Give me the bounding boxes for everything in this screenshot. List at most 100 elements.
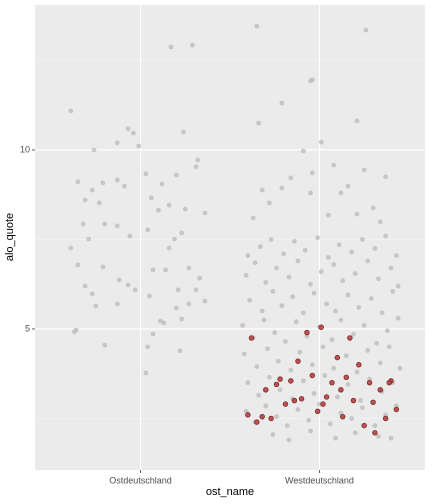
point <box>383 174 389 180</box>
point <box>298 396 305 402</box>
point <box>320 344 326 350</box>
point <box>370 399 376 406</box>
point <box>263 403 269 409</box>
point <box>114 177 120 183</box>
point <box>252 260 258 266</box>
point <box>302 247 308 253</box>
point <box>186 301 192 307</box>
x-tick-label: Ostdeutschland <box>109 475 172 485</box>
point <box>254 419 260 425</box>
point <box>379 310 385 316</box>
point <box>372 430 378 436</box>
point <box>300 310 306 316</box>
point <box>114 301 120 307</box>
x-axis-title: ost_name <box>206 486 254 498</box>
point <box>386 379 392 386</box>
point <box>172 236 177 242</box>
point <box>315 235 321 241</box>
point <box>361 422 367 429</box>
point <box>159 181 165 187</box>
point <box>143 370 149 376</box>
point <box>182 206 188 212</box>
point <box>347 335 353 341</box>
point <box>91 147 97 153</box>
point <box>97 200 102 206</box>
axes: 5 10 Ostdeutschland Westdeutschland <box>20 144 354 485</box>
point <box>318 324 324 330</box>
point <box>166 202 172 208</box>
point <box>177 348 183 354</box>
point <box>377 387 383 393</box>
point <box>202 298 208 304</box>
point <box>259 308 265 314</box>
point <box>89 187 95 193</box>
point <box>261 317 267 323</box>
point <box>82 197 88 203</box>
point <box>338 317 344 323</box>
point <box>345 292 351 298</box>
point <box>132 287 138 293</box>
point <box>325 254 331 260</box>
points <box>68 23 403 443</box>
y-axis-title: alo_quote <box>4 213 16 261</box>
point <box>376 276 381 282</box>
point <box>358 398 363 403</box>
point <box>293 319 299 325</box>
point <box>383 233 389 239</box>
point <box>193 164 199 170</box>
point <box>329 379 335 386</box>
point <box>266 374 272 380</box>
point <box>386 344 392 350</box>
point <box>291 397 298 404</box>
point <box>309 170 315 176</box>
point <box>314 408 321 414</box>
point <box>86 236 92 242</box>
point <box>82 283 88 289</box>
point <box>68 245 74 251</box>
point <box>365 258 371 264</box>
point <box>327 421 333 427</box>
point <box>145 227 151 233</box>
point <box>248 335 255 341</box>
point <box>336 242 342 248</box>
point <box>254 23 260 29</box>
point <box>150 267 156 273</box>
point <box>161 320 167 326</box>
point <box>116 277 122 283</box>
point <box>114 140 120 146</box>
point <box>175 287 181 293</box>
point <box>279 185 285 191</box>
point <box>325 212 331 218</box>
point <box>258 244 263 250</box>
y-tick-label: 5 <box>25 323 30 333</box>
point <box>308 190 313 196</box>
point <box>202 210 208 216</box>
point <box>295 358 301 364</box>
point <box>268 415 274 422</box>
x-tick-label: Westdeutschland <box>285 475 354 485</box>
point <box>197 275 202 281</box>
point <box>245 380 251 386</box>
point <box>354 211 360 217</box>
point <box>277 387 283 393</box>
point <box>308 428 313 434</box>
point <box>179 230 185 236</box>
point <box>343 374 349 380</box>
point <box>322 373 328 378</box>
point <box>125 126 131 132</box>
point <box>89 291 95 297</box>
point <box>349 416 355 421</box>
point <box>377 219 383 225</box>
point <box>385 328 390 334</box>
point <box>156 207 161 213</box>
point <box>270 288 276 294</box>
point <box>245 253 251 258</box>
point <box>395 283 401 289</box>
point <box>274 414 279 420</box>
point <box>352 271 358 276</box>
point <box>295 258 301 264</box>
point <box>68 108 74 114</box>
point <box>343 353 349 359</box>
